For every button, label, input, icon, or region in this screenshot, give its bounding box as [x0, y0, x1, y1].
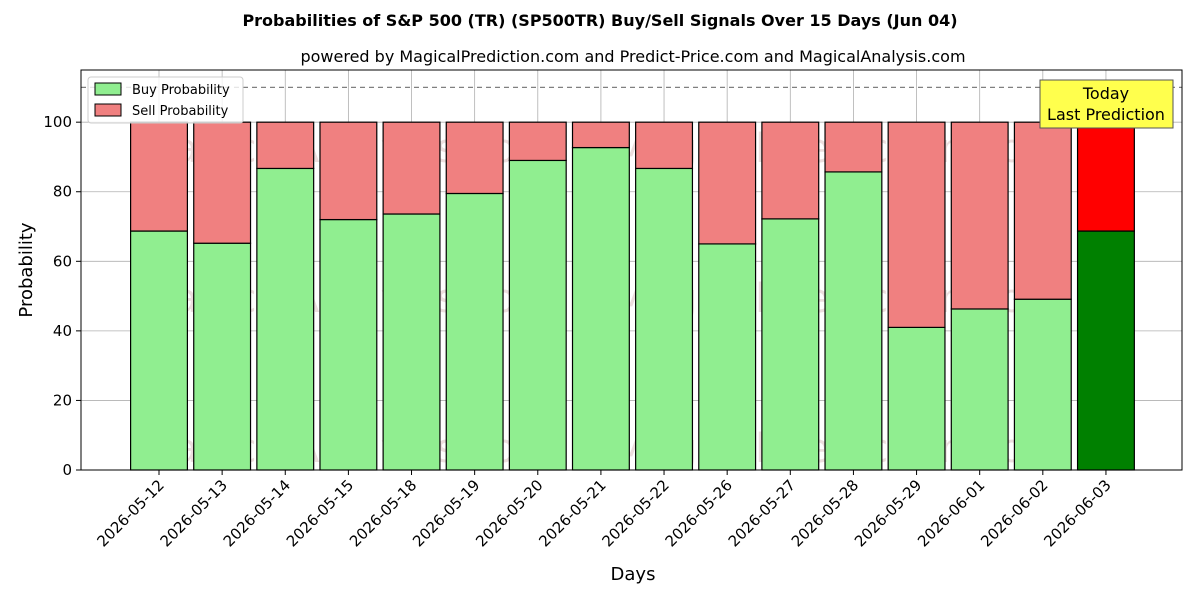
bar-buy [508, 159, 567, 471]
y-axis-ticks: 0 20 40 60 80 100 [43, 113, 81, 479]
chart-title: Probabilities of S&P 500 (TR) (SP500TR) … [242, 11, 957, 30]
bar-sell [319, 121, 378, 221]
x-tick-label: 2026-05-29 [851, 476, 925, 550]
x-tick-label: 2026-05-18 [346, 476, 420, 550]
bars [130, 121, 1135, 471]
bar-buy [1013, 298, 1072, 471]
today-annotation-box [1039, 79, 1174, 129]
bar-buy [193, 242, 252, 471]
bar-buy [1076, 230, 1135, 471]
bar-buy [256, 167, 315, 471]
y-axis-label: Probability [16, 222, 37, 317]
legend: Buy Probability Sell Probability [87, 76, 244, 124]
bar-buy [887, 326, 946, 471]
legend-label-buy: Buy Probability [132, 83, 230, 98]
x-tick-label: 2026-06-02 [977, 476, 1051, 550]
bar-sell [698, 121, 757, 245]
bar-sell [256, 121, 315, 170]
bar-buy [130, 230, 189, 471]
x-tick-label: 2026-05-21 [535, 476, 609, 550]
x-tick-label: 2026-05-19 [409, 476, 483, 550]
legend-swatch-sell [94, 103, 122, 117]
bar-sell [382, 121, 441, 215]
y-tick-label: 20 [53, 391, 72, 409]
x-tick-label: 2026-06-03 [1040, 476, 1114, 550]
x-axis-label: Days [611, 564, 656, 585]
bar-buy [950, 308, 1009, 471]
x-axis-ticks: 2026-05-122026-05-132026-05-142026-05-15… [93, 470, 1115, 550]
bar-buy [824, 171, 883, 471]
x-tick-label: 2026-05-26 [662, 476, 736, 550]
bar-buy [382, 213, 441, 471]
today-annotation-line2: Last Prediction [1047, 105, 1165, 124]
legend-box [87, 76, 244, 124]
bar-buy [319, 218, 378, 471]
bar-sell [130, 121, 189, 232]
bar-sell [193, 121, 252, 244]
x-tick-label: 2026-05-13 [157, 476, 231, 550]
x-tick-label: 2026-05-12 [93, 476, 167, 550]
chart-subtitle: powered by MagicalPrediction.com and Pre… [300, 47, 965, 66]
bar-sell [508, 121, 567, 162]
bar-buy [635, 167, 694, 471]
x-tick-label: 2026-05-28 [788, 476, 862, 550]
y-tick-label: 40 [53, 322, 72, 340]
bar-sell [1076, 121, 1135, 232]
y-tick-label: 80 [53, 183, 72, 201]
x-tick-label: 2026-05-27 [725, 476, 799, 550]
x-tick-label: 2026-05-15 [283, 476, 357, 550]
today-annotation: Today Last Prediction [1039, 79, 1174, 129]
bar-buy [761, 218, 820, 471]
bar-buy [698, 243, 757, 471]
x-tick-label: 2026-05-20 [472, 476, 546, 550]
bar-sell [1013, 121, 1072, 300]
y-tick-label: 60 [53, 252, 72, 270]
legend-label-sell: Sell Probability [132, 104, 229, 119]
bar-buy [445, 192, 504, 471]
y-tick-label: 100 [43, 113, 72, 131]
x-tick-label: 2026-05-22 [598, 476, 672, 550]
today-annotation-line1: Today [1082, 84, 1129, 103]
x-tick-label: 2026-05-14 [220, 476, 294, 550]
bar-sell [950, 121, 1009, 310]
plot-frame [80, 69, 1183, 471]
bar-sell [824, 121, 883, 173]
y-tick-label: 0 [62, 461, 72, 479]
bar-sell [761, 121, 820, 220]
x-tick-label: 2026-06-01 [914, 476, 988, 550]
bar-sell [445, 121, 504, 195]
bar-sell [635, 121, 694, 170]
bar-buy [571, 146, 630, 471]
bar-sell [571, 121, 630, 149]
bar-sell [887, 121, 946, 328]
legend-swatch-buy [94, 82, 122, 96]
